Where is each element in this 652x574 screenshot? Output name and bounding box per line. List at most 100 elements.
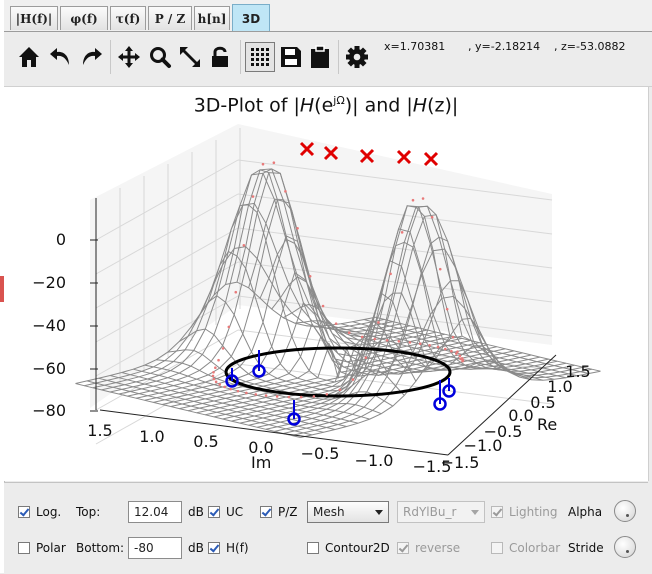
tab-bar: |H(f)| φ(f) τ(f) P / Z h[n] 3D <box>4 0 652 32</box>
save-button[interactable] <box>276 42 306 72</box>
tab-label: |H(f)| <box>15 11 53 26</box>
colorbar-label: Colorbar <box>509 541 561 555</box>
undo-button[interactable] <box>46 42 76 72</box>
pan-icon <box>118 46 140 68</box>
lighting-checkbox: Lighting <box>491 505 558 519</box>
clipboard-icon <box>311 45 329 68</box>
pz-label: P/Z <box>278 505 298 519</box>
zoom-icon <box>150 47 171 68</box>
coord-x-readout: x=1.70381 <box>384 40 446 53</box>
colormap-select: RdYlBu_r <box>397 501 485 523</box>
title-text: H <box>299 94 315 117</box>
zoom-button[interactable] <box>145 42 175 72</box>
chevron-down-icon <box>471 509 479 515</box>
lock-button[interactable] <box>205 42 235 72</box>
tab-divider <box>4 31 652 32</box>
stride-label: Stride <box>568 541 604 555</box>
checkbox-box[interactable] <box>18 542 30 554</box>
title-text: (z)| <box>427 94 459 117</box>
undo-icon <box>50 48 69 65</box>
controls-panel: Log. Top: 12.04 dB UC P/Z Mesh RdYlBu_r … <box>4 482 648 574</box>
title-text: )| and | <box>344 94 413 117</box>
chevron-down-icon <box>375 509 383 515</box>
redo-icon <box>83 48 102 65</box>
checkbox-box <box>491 506 503 518</box>
title-text: (e <box>314 94 334 117</box>
toolbar-separator <box>338 40 339 74</box>
toolbar-separator <box>240 40 241 74</box>
tab-label: 3D <box>241 11 261 26</box>
hf-checkbox[interactable]: H(f) <box>208 541 249 555</box>
top-unit: dB <box>188 505 204 519</box>
log-label: Log. <box>36 505 62 519</box>
tab-pole-zero[interactable]: P / Z <box>148 6 192 30</box>
toolbar-separator <box>110 40 111 74</box>
tab-label: φ(f) <box>70 11 98 26</box>
stride-dial[interactable] <box>614 536 636 558</box>
lighting-label: Lighting <box>509 505 558 519</box>
checkbox-box[interactable] <box>18 506 30 518</box>
save-icon <box>281 47 301 67</box>
log-checkbox[interactable]: Log. <box>18 505 61 519</box>
checkbox-box <box>491 542 503 554</box>
alpha-dial[interactable] <box>614 500 636 522</box>
tab-label: τ(f) <box>115 11 141 26</box>
grid-toggle-button[interactable] <box>245 42 275 72</box>
bottom-db-input[interactable]: -80 <box>128 537 182 559</box>
reverse-checkbox: reverse <box>397 541 460 555</box>
contour2d-checkbox[interactable]: Contour2D <box>307 541 390 555</box>
grid-icon <box>251 48 269 66</box>
tab-phase[interactable]: φ(f) <box>60 6 108 30</box>
pan-button[interactable] <box>114 42 144 72</box>
checkbox-box[interactable] <box>208 506 220 518</box>
edge-marker <box>0 276 4 302</box>
pz-checkbox[interactable]: P/Z <box>260 505 298 519</box>
plot-type-value: Mesh <box>313 505 345 519</box>
hf-label: H(f) <box>226 541 249 555</box>
gear-icon <box>346 46 368 68</box>
settings-button[interactable] <box>342 42 372 72</box>
tab-impulse-response[interactable]: h[n] <box>194 6 230 30</box>
reverse-label: reverse <box>415 541 461 555</box>
tab-label: h[n] <box>197 11 227 26</box>
contour2d-label: Contour2D <box>325 541 390 555</box>
checkbox-box <box>397 542 409 554</box>
checkbox-box[interactable] <box>260 506 272 518</box>
top-label: Top: <box>76 505 100 519</box>
stride-label-text: Stride <box>568 541 604 555</box>
alpha-label: Alpha <box>568 505 602 519</box>
fullscreen-button[interactable] <box>175 42 205 72</box>
bottom-label-text: Bottom: <box>76 541 125 555</box>
fullscreen-icon <box>180 47 200 67</box>
bottom-unit-text: dB <box>188 541 204 555</box>
polar-checkbox[interactable]: Polar <box>18 541 66 555</box>
top-db-input[interactable]: 12.04 <box>128 501 182 523</box>
top-label-text: Top: <box>76 505 101 519</box>
colorbar-checkbox: Colorbar <box>491 541 560 555</box>
bottom-unit: dB <box>188 541 204 555</box>
top-unit-text: dB <box>188 505 204 519</box>
tab-magnitude[interactable]: |H(f)| <box>10 6 58 30</box>
home-icon <box>19 47 39 67</box>
title-text: 3D-Plot of | <box>193 94 300 117</box>
plot-title: 3D-Plot of |H(ejΩ)| and |H(z)| <box>0 94 652 116</box>
checkbox-box[interactable] <box>208 542 220 554</box>
colormap-value: RdYlBu_r <box>403 505 457 519</box>
coord-z-readout: , z=-53.0882 <box>554 40 626 53</box>
bottom-label: Bottom: <box>76 541 124 555</box>
clipboard-button[interactable] <box>305 42 335 72</box>
home-button[interactable] <box>14 42 44 72</box>
uc-checkbox[interactable]: UC <box>208 505 243 519</box>
redo-button[interactable] <box>76 42 106 72</box>
plot-canvas[interactable] <box>4 87 649 481</box>
checkbox-box[interactable] <box>307 542 319 554</box>
polar-label: Polar <box>36 541 66 555</box>
title-superscript: jΩ <box>333 94 345 107</box>
plot-toolbar: x=1.70381 , y=-2.18214 , z=-53.0882 <box>4 32 652 87</box>
coord-y-readout: , y=-2.18214 <box>468 40 541 53</box>
tab-3d[interactable]: 3D <box>232 4 270 32</box>
tab-group-delay[interactable]: τ(f) <box>110 6 146 30</box>
tab-label: P / Z <box>154 11 186 26</box>
plot-type-select[interactable]: Mesh <box>307 501 389 523</box>
uc-label: UC <box>226 505 244 519</box>
